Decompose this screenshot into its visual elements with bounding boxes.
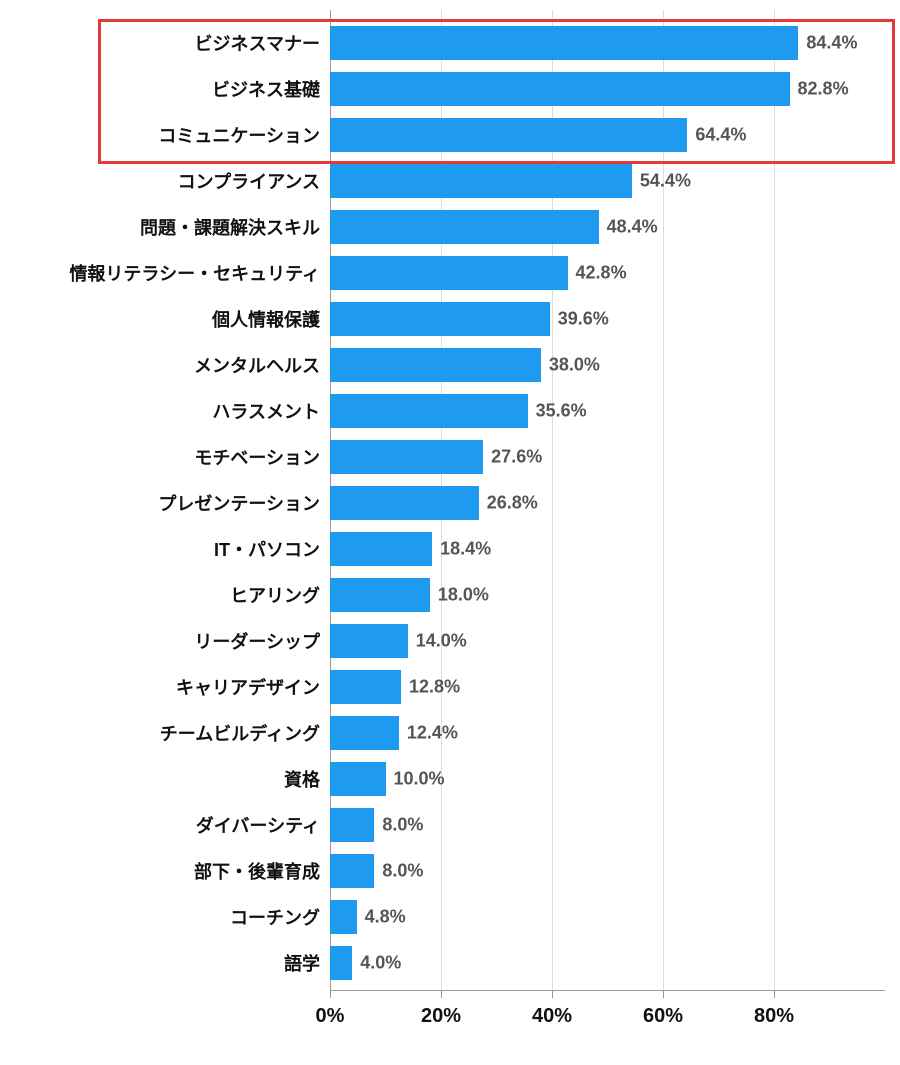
bar	[330, 578, 430, 612]
bar	[330, 946, 352, 980]
x-tick-label: 80%	[754, 1005, 794, 1028]
x-tick-mark	[552, 990, 553, 998]
chart-row: プレゼンテーション 26.8%	[0, 480, 900, 526]
bar	[330, 210, 599, 244]
category-label: 情報リテラシー・セキュリティ	[0, 260, 320, 286]
chart-row: ハラスメント 35.6%	[0, 388, 900, 434]
value-label: 4.8%	[365, 907, 406, 928]
bar	[330, 716, 399, 750]
category-label: ビジネス基礎	[0, 76, 320, 102]
chart-row: ビジネス基礎 82.8%	[0, 66, 900, 112]
category-label: 部下・後輩育成	[0, 858, 320, 884]
bar	[330, 624, 408, 658]
bar	[330, 348, 541, 382]
bar	[330, 440, 483, 474]
chart-row: コンプライアンス 54.4%	[0, 158, 900, 204]
value-label: 38.0%	[549, 355, 600, 376]
chart-row: コミュニケーション 64.4%	[0, 112, 900, 158]
chart-row: メンタルヘルス 38.0%	[0, 342, 900, 388]
category-label: コンプライアンス	[0, 168, 320, 194]
category-label: ダイバーシティ	[0, 812, 320, 838]
value-label: 8.0%	[382, 815, 423, 836]
bar	[330, 302, 550, 336]
bar	[330, 670, 401, 704]
category-label: 資格	[0, 766, 320, 792]
category-label: プレゼンテーション	[0, 490, 320, 516]
chart-row: 個人情報保護 39.6%	[0, 296, 900, 342]
x-axis: 0%20%40%60%80%	[330, 990, 885, 1030]
category-label: ヒアリング	[0, 582, 320, 608]
category-label: 語学	[0, 950, 320, 976]
chart-row: IT・パソコン 18.4%	[0, 526, 900, 572]
value-label: 84.4%	[806, 33, 857, 54]
bar	[330, 26, 798, 60]
value-label: 4.0%	[360, 953, 401, 974]
x-tick-mark	[774, 990, 775, 998]
category-label: コーチング	[0, 904, 320, 930]
category-label: 個人情報保護	[0, 306, 320, 332]
value-label: 26.8%	[487, 493, 538, 514]
value-label: 27.6%	[491, 447, 542, 468]
category-label: キャリアデザイン	[0, 674, 320, 700]
value-label: 18.0%	[438, 585, 489, 606]
bar	[330, 532, 432, 566]
x-tick-mark	[663, 990, 664, 998]
bar	[330, 854, 374, 888]
chart-row: キャリアデザイン 12.8%	[0, 664, 900, 710]
x-tick-label: 20%	[421, 1005, 461, 1028]
value-label: 39.6%	[558, 309, 609, 330]
category-label: リーダーシップ	[0, 628, 320, 654]
value-label: 64.4%	[695, 125, 746, 146]
value-label: 48.4%	[607, 217, 658, 238]
x-tick-mark	[441, 990, 442, 998]
bar	[330, 808, 374, 842]
category-label: モチベーション	[0, 444, 320, 470]
value-label: 12.4%	[407, 723, 458, 744]
bar	[330, 164, 632, 198]
chart-row: 資格 10.0%	[0, 756, 900, 802]
bar	[330, 256, 568, 290]
x-tick-mark	[330, 990, 331, 998]
category-label: 問題・課題解決スキル	[0, 214, 320, 240]
bar	[330, 394, 528, 428]
value-label: 8.0%	[382, 861, 423, 882]
bar	[330, 72, 790, 106]
category-label: IT・パソコン	[0, 536, 320, 562]
category-label: ハラスメント	[0, 398, 320, 424]
chart-row: ヒアリング 18.0%	[0, 572, 900, 618]
chart-row: 部下・後輩育成 8.0%	[0, 848, 900, 894]
category-label: ビジネスマナー	[0, 30, 320, 56]
category-label: チームビルディング	[0, 720, 320, 746]
value-label: 10.0%	[394, 769, 445, 790]
value-label: 14.0%	[416, 631, 467, 652]
value-label: 42.8%	[576, 263, 627, 284]
chart-row: 情報リテラシー・セキュリティ 42.8%	[0, 250, 900, 296]
bar	[330, 118, 687, 152]
x-tick-label: 0%	[316, 1005, 345, 1028]
bar	[330, 762, 386, 796]
chart-row: ダイバーシティ 8.0%	[0, 802, 900, 848]
value-label: 18.4%	[440, 539, 491, 560]
value-label: 54.4%	[640, 171, 691, 192]
value-label: 82.8%	[798, 79, 849, 100]
chart-row: コーチング 4.8%	[0, 894, 900, 940]
chart-row: チームビルディング 12.4%	[0, 710, 900, 756]
x-tick-label: 60%	[643, 1005, 683, 1028]
value-label: 12.8%	[409, 677, 460, 698]
category-label: コミュニケーション	[0, 122, 320, 148]
chart-row: ビジネスマナー 84.4%	[0, 20, 900, 66]
bar-chart: 0% 20% 40% 60% 80% ビジネスマナー 84.4% ビジネス基礎 82.8% コミ…	[0, 10, 900, 1050]
category-label: メンタルヘルス	[0, 352, 320, 378]
chart-row: 語学 4.0%	[0, 940, 900, 986]
bar	[330, 486, 479, 520]
bar	[330, 900, 357, 934]
x-tick-label: 40%	[532, 1005, 572, 1028]
chart-row: 問題・課題解決スキル 48.4%	[0, 204, 900, 250]
chart-row: モチベーション 27.6%	[0, 434, 900, 480]
x-axis-line	[330, 990, 885, 991]
value-label: 35.6%	[536, 401, 587, 422]
chart-row: リーダーシップ 14.0%	[0, 618, 900, 664]
